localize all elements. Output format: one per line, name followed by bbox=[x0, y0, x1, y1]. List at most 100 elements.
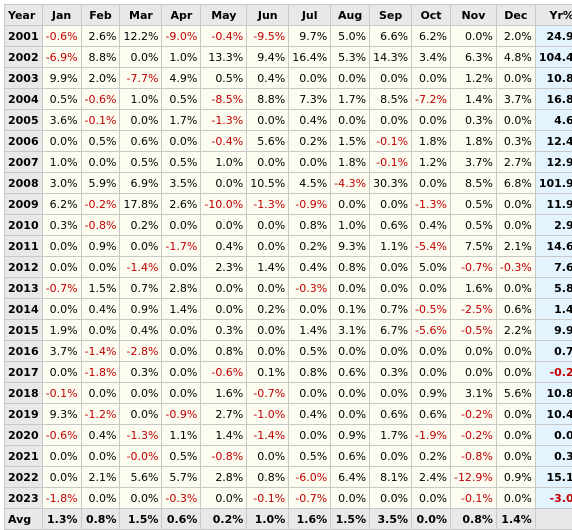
average-month-cell: 1.3% bbox=[42, 509, 81, 530]
month-return-cell: 0.2% bbox=[120, 215, 162, 236]
month-column-header: Jun bbox=[247, 5, 289, 26]
month-return-cell: 0.0% bbox=[81, 257, 120, 278]
average-label: Avg bbox=[5, 509, 43, 530]
month-return-cell: -9.0% bbox=[162, 26, 201, 47]
month-return-cell: 1.0% bbox=[201, 152, 247, 173]
month-return-cell: 1.8% bbox=[450, 131, 496, 152]
month-return-cell: 0.0% bbox=[289, 68, 331, 89]
month-return-cell: -0.7% bbox=[289, 488, 331, 509]
month-return-cell: -0.2% bbox=[81, 194, 120, 215]
month-return-cell: 0.4% bbox=[247, 68, 289, 89]
month-return-cell: 7.3% bbox=[289, 89, 331, 110]
year-cell: 2004 bbox=[5, 89, 43, 110]
month-return-cell: -1.0% bbox=[247, 404, 289, 425]
month-return-cell: 0.0% bbox=[412, 488, 451, 509]
month-return-cell: 0.0% bbox=[42, 299, 81, 320]
month-return-cell: 0.0% bbox=[162, 341, 201, 362]
month-return-cell: 0.0% bbox=[496, 110, 535, 131]
month-return-cell: 0.1% bbox=[247, 362, 289, 383]
month-return-cell: 6.7% bbox=[370, 320, 412, 341]
month-return-cell: 1.1% bbox=[370, 236, 412, 257]
month-return-cell: 0.0% bbox=[412, 341, 451, 362]
month-return-cell: 2.6% bbox=[162, 194, 201, 215]
month-return-cell: -1.7% bbox=[162, 236, 201, 257]
month-return-cell: 0.2% bbox=[412, 446, 451, 467]
month-return-cell: 5.3% bbox=[331, 47, 370, 68]
month-return-cell: 9.7% bbox=[289, 26, 331, 47]
average-month-cell: 3.5% bbox=[370, 509, 412, 530]
month-return-cell: 0.6% bbox=[370, 404, 412, 425]
month-return-cell: 0.0% bbox=[42, 446, 81, 467]
month-return-cell: -0.7% bbox=[247, 383, 289, 404]
month-return-cell: 8.5% bbox=[450, 173, 496, 194]
month-return-cell: 0.4% bbox=[81, 299, 120, 320]
month-return-cell: 5.6% bbox=[247, 131, 289, 152]
month-return-cell: 4.8% bbox=[496, 47, 535, 68]
month-return-cell: 4.5% bbox=[289, 173, 331, 194]
month-return-cell: 2.7% bbox=[496, 152, 535, 173]
month-return-cell: 3.7% bbox=[450, 152, 496, 173]
month-return-cell: -0.6% bbox=[42, 425, 81, 446]
yearly-total-cell: 11.9% bbox=[535, 194, 572, 215]
month-return-cell: 0.0% bbox=[120, 236, 162, 257]
month-return-cell: 0.0% bbox=[496, 404, 535, 425]
month-return-cell: -0.5% bbox=[450, 320, 496, 341]
yearly-total-cell: 10.8% bbox=[535, 383, 572, 404]
yearly-total-cell: 1.4% bbox=[535, 299, 572, 320]
month-return-cell: 1.6% bbox=[201, 383, 247, 404]
average-month-cell: 0.2% bbox=[201, 509, 247, 530]
month-return-cell: 8.5% bbox=[370, 89, 412, 110]
month-return-cell: 5.0% bbox=[331, 26, 370, 47]
month-return-cell: 1.5% bbox=[331, 131, 370, 152]
year-cell: 2012 bbox=[5, 257, 43, 278]
month-return-cell: 0.0% bbox=[450, 341, 496, 362]
month-return-cell: 7.5% bbox=[450, 236, 496, 257]
month-return-cell: 0.4% bbox=[81, 425, 120, 446]
month-return-cell: 0.3% bbox=[496, 131, 535, 152]
yearly-total-cell: 0.3% bbox=[535, 446, 572, 467]
year-cell: 2005 bbox=[5, 110, 43, 131]
month-return-cell: 0.6% bbox=[412, 404, 451, 425]
month-return-cell: 0.5% bbox=[42, 89, 81, 110]
month-return-cell: -0.1% bbox=[81, 110, 120, 131]
month-return-cell: -10.0% bbox=[201, 194, 247, 215]
month-return-cell: -0.8% bbox=[201, 446, 247, 467]
year-cell: 2003 bbox=[5, 68, 43, 89]
month-return-cell: 0.6% bbox=[120, 131, 162, 152]
month-return-cell: 0.0% bbox=[120, 47, 162, 68]
average-month-cell: 1.4% bbox=[496, 509, 535, 530]
yearly-total-cell: 0.7% bbox=[535, 341, 572, 362]
year-cell: 2015 bbox=[5, 320, 43, 341]
month-return-cell: 0.9% bbox=[81, 236, 120, 257]
month-return-cell: 0.6% bbox=[496, 299, 535, 320]
month-return-cell: 0.0% bbox=[496, 278, 535, 299]
month-return-cell: -1.3% bbox=[120, 425, 162, 446]
year-cell: 2018 bbox=[5, 383, 43, 404]
month-return-cell: 0.0% bbox=[247, 341, 289, 362]
month-return-cell: 0.3% bbox=[42, 215, 81, 236]
month-return-cell: -2.5% bbox=[450, 299, 496, 320]
yearly-total-cell: 104.4% bbox=[535, 47, 572, 68]
month-return-cell: 3.0% bbox=[42, 173, 81, 194]
yearly-total-cell: -0.2% bbox=[535, 362, 572, 383]
month-return-cell: 1.7% bbox=[162, 110, 201, 131]
month-return-cell: 0.5% bbox=[162, 89, 201, 110]
month-return-cell: 0.5% bbox=[81, 131, 120, 152]
table-row: 2020-0.6%0.4%-1.3%1.1%1.4%-1.4%0.0%0.9%1… bbox=[5, 425, 572, 446]
month-return-cell: 0.0% bbox=[450, 26, 496, 47]
yearly-total-cell: 4.6% bbox=[535, 110, 572, 131]
month-return-cell: 0.0% bbox=[496, 215, 535, 236]
month-return-cell: 0.0% bbox=[496, 362, 535, 383]
month-return-cell: 0.9% bbox=[412, 383, 451, 404]
month-return-cell: 2.2% bbox=[496, 320, 535, 341]
month-column-header: Mar bbox=[120, 5, 162, 26]
month-return-cell: 0.8% bbox=[331, 257, 370, 278]
month-return-cell: 0.0% bbox=[289, 425, 331, 446]
year-cell: 2019 bbox=[5, 404, 43, 425]
month-return-cell: 0.0% bbox=[331, 278, 370, 299]
